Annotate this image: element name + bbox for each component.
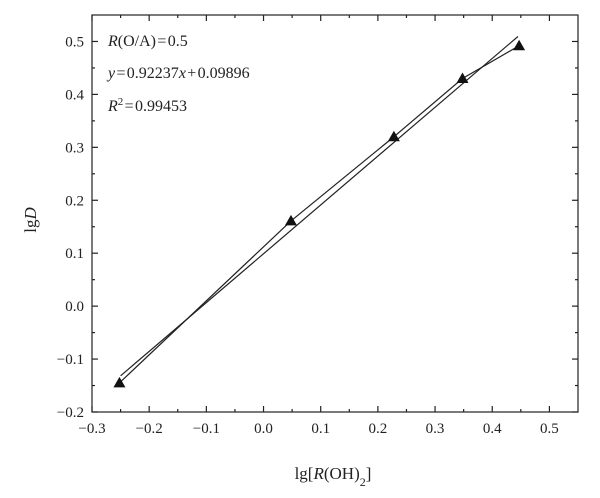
- connecting-line: [119, 45, 520, 384]
- y-tick-label: −0.2: [57, 405, 84, 421]
- x-tick-label: 0.0: [254, 421, 273, 437]
- data-point-triangle: [456, 72, 469, 84]
- data-markers: [113, 39, 526, 388]
- y-tick-label: 0.3: [65, 140, 84, 156]
- x-axis-ticks: −0.3 −0.2 −0.1 0.0 0.1 0.2 0.3 0.4 0.5: [78, 15, 559, 437]
- data-point-triangle: [284, 214, 297, 226]
- x-tick-label: 0.2: [369, 421, 388, 437]
- y-axis-title: lgD: [21, 207, 40, 233]
- x-tick-label: 0.3: [426, 421, 445, 437]
- y-tick-label: −0.1: [57, 352, 84, 368]
- annotation-equation: y = 0.92237x + 0.09896: [106, 65, 250, 82]
- y-tick-label: 0.2: [65, 193, 84, 209]
- y-tick-label: 0.5: [65, 34, 84, 50]
- axes: [91, 14, 579, 413]
- y-axis-ticks: −0.2 −0.1 0.0 0.1 0.2 0.3 0.4 0.5: [57, 34, 578, 421]
- x-tick-label: −0.1: [193, 421, 220, 437]
- data-point-triangle: [513, 39, 526, 51]
- plot-frame: [91, 14, 579, 413]
- y-tick-label: 0.1: [65, 246, 84, 262]
- y-tick-label: 0.4: [65, 87, 84, 103]
- x-tick-label: 0.4: [483, 421, 502, 437]
- x-tick-label: −0.3: [78, 421, 105, 437]
- x-tick-label: 0.5: [540, 421, 559, 437]
- x-axis-title: lg[R(OH)2]: [295, 464, 372, 489]
- data-point-triangle: [113, 376, 126, 388]
- data-point-triangle: [387, 130, 400, 142]
- annotation-ratio: R(O/A) = 0.5: [107, 33, 188, 50]
- x-tick-label: −0.2: [136, 421, 163, 437]
- plot-lines: [119, 36, 520, 384]
- x-tick-label: 0.1: [311, 421, 330, 437]
- annotation-r-squared: R2 = 0.99453: [107, 96, 187, 115]
- y-tick-label: 0.0: [65, 299, 84, 315]
